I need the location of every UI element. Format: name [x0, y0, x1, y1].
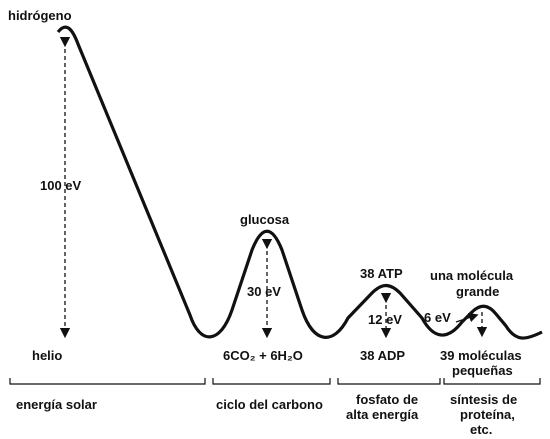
gap-label: 12 eV — [368, 312, 402, 327]
stage-label: alta energía — [346, 407, 419, 422]
gap-label: 6 eV — [424, 310, 451, 325]
stage-label: etc. — [470, 422, 492, 437]
stage-label: fosfato de — [356, 392, 418, 407]
label: pequeñas — [452, 363, 513, 378]
gap-label: 100 eV — [40, 178, 82, 193]
stage-label: síntesis de — [450, 392, 517, 407]
label: hidrógeno — [8, 8, 72, 23]
stage-label: proteína, — [460, 407, 515, 422]
label: grande — [456, 284, 499, 299]
label: 38 ATP — [360, 266, 403, 281]
label: 6CO₂ + 6H₂O — [223, 348, 303, 363]
energy-curve — [56, 25, 543, 340]
stage-label: energía solar — [16, 397, 97, 412]
label: una molécula — [430, 268, 514, 283]
label: 38 ADP — [360, 348, 405, 363]
label: 39 moléculas — [440, 348, 522, 363]
label: glucosa — [240, 212, 290, 227]
stage-label: ciclo del carbono — [216, 397, 323, 412]
label: helio — [32, 348, 62, 363]
gap-label: 30 eV — [247, 284, 281, 299]
stage-brackets — [9, 378, 541, 385]
pointer — [455, 312, 479, 323]
